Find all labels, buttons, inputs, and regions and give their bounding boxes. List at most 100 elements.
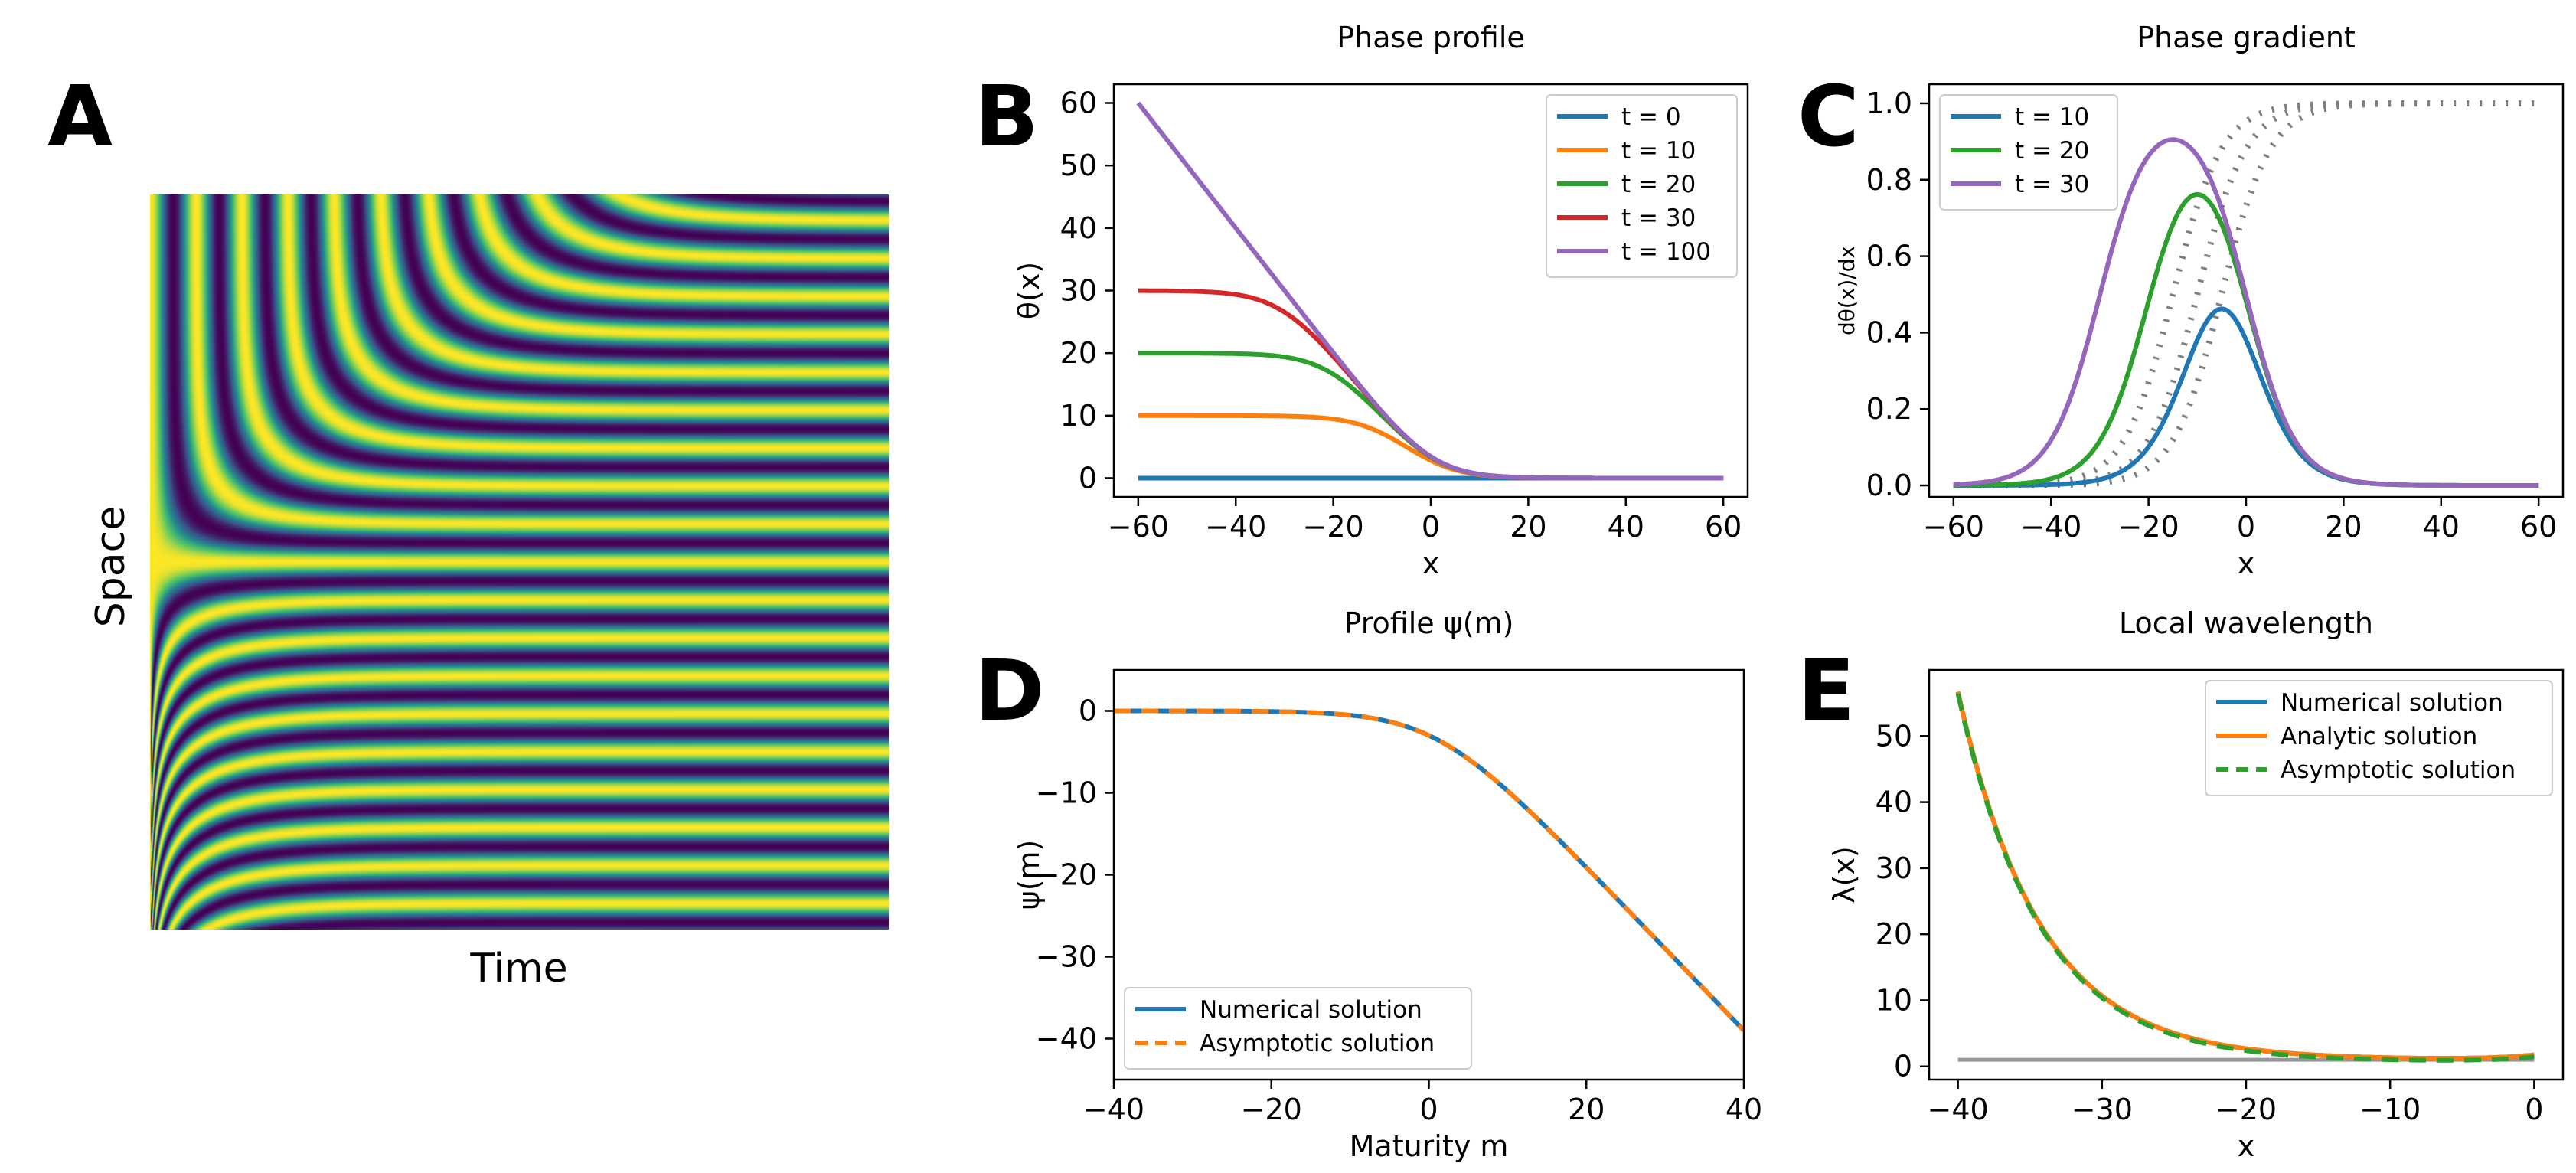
panel-a-ylabel: Space — [88, 506, 134, 627]
plot-area — [1951, 100, 2541, 488]
chart-title: Phase profile — [1337, 21, 1525, 54]
legend-box — [1124, 987, 1472, 1070]
legend-box — [1939, 94, 2118, 211]
series-line — [1114, 708, 1744, 1032]
y-tick-label: 10 — [1060, 399, 1097, 433]
x-tick-label: 20 — [2325, 510, 2362, 544]
panel-c: C Phase gradient −60 −40 −20 0 20 40 60 0.0 0.2 0.4… — [1797, 21, 2565, 580]
legend-label: t = 100 — [1621, 238, 1711, 266]
y-tick-label: 40 — [1876, 786, 1912, 819]
y-tick-label: 30 — [1876, 851, 1912, 885]
x-tick-label: −30 — [2072, 1093, 2133, 1126]
y-tick-label: 30 — [1060, 274, 1097, 308]
legend-label: t = 10 — [2015, 103, 2089, 131]
x-axis-label: Maturity m — [1350, 1129, 1509, 1163]
x-tick-label: −60 — [1108, 510, 1169, 544]
chart-panels: B Phase profile −60 −40 −20 0 20 40 60 0 10 20 30 40 5… — [975, 21, 2565, 1163]
axes-frame — [1112, 668, 1745, 1081]
x-tick-label: 0 — [1422, 510, 1440, 544]
y-axis-label: θ(x) — [1012, 262, 1046, 319]
y-tick-label: 0.2 — [1866, 392, 1912, 426]
series-line — [1952, 137, 2540, 488]
panel-letter-b: B — [975, 67, 1039, 165]
legend-label: Asymptotic solution — [2281, 756, 2516, 784]
x-tick-label: −60 — [1923, 510, 1984, 544]
legend-label: Numerical solution — [2281, 689, 2503, 717]
y-tick-label: 10 — [1876, 983, 1912, 1017]
y-tick-label: 40 — [1060, 211, 1097, 245]
y-tick-label: 50 — [1876, 719, 1912, 753]
y-tick-label: 50 — [1060, 149, 1097, 182]
y-tick-label: 0.8 — [1866, 163, 1912, 197]
x-axis-label: x — [2238, 547, 2255, 580]
y-tick-label: 0.6 — [1866, 240, 1912, 273]
series-line — [1137, 413, 1725, 481]
x-tick-label: −20 — [2118, 510, 2179, 544]
chart-title: Phase gradient — [2137, 21, 2356, 54]
y-tick-label: 0 — [1079, 694, 1097, 728]
y-tick-label: −30 — [1036, 940, 1097, 974]
y-tick-label: −40 — [1036, 1022, 1097, 1056]
legend-label: t = 20 — [1621, 171, 1696, 198]
legend-box — [1546, 94, 1738, 278]
x-tick-label: −20 — [1241, 1093, 1302, 1126]
y-tick-label: −10 — [1036, 776, 1097, 810]
legend-label: t = 10 — [1621, 137, 1696, 165]
space-time-heatmap — [150, 194, 889, 930]
axes-frame — [1112, 83, 1749, 498]
chart-title: Profile ψ(m) — [1344, 606, 1514, 640]
x-tick-label: −20 — [1303, 510, 1364, 544]
legend: Numerical solution Analytic solution Asymp… — [2205, 680, 2553, 796]
chart-title: Local wavelength — [2119, 606, 2373, 640]
y-tick-label: 0 — [1079, 462, 1097, 495]
y-axis-label: λ(x) — [1827, 846, 1861, 903]
x-axis-label: x — [2238, 1129, 2255, 1163]
legend-label: Asymptotic solution — [1200, 1030, 1435, 1057]
y-tick-label: 0 — [1894, 1050, 1912, 1083]
series-line — [1955, 693, 2535, 1063]
x-axis-label: x — [1422, 547, 1440, 580]
panel-b: B Phase profile −60 −40 −20 0 20 40 60 0 10 20 30 40 5… — [975, 21, 1749, 580]
x-tick-label: 60 — [1705, 510, 1742, 544]
y-tick-label: 0.4 — [1866, 315, 1912, 349]
x-tick-label: 0 — [1419, 1093, 1438, 1126]
y-tick-label: 1.0 — [1866, 87, 1912, 120]
legend: t = 0 t = 10 t = 20 t = 30 t = 100 — [1546, 94, 1738, 278]
panel-d: D Profile ψ(m) −40 −20 0 20 40 0 −10 −20 −30 −40 Mat… — [975, 606, 1762, 1163]
legend-label: t = 30 — [1621, 204, 1696, 232]
legend-label: Numerical solution — [1200, 996, 1422, 1024]
y-axis-label: dθ(x)/dx — [1834, 246, 1859, 335]
series-line — [1136, 101, 1725, 481]
x-tick-label: 40 — [1608, 510, 1644, 544]
x-tick-label: −40 — [2020, 510, 2081, 544]
plot-area — [1136, 101, 1725, 481]
x-tick-label: 0 — [2525, 1093, 2543, 1126]
series-line — [1114, 708, 1744, 1032]
x-tick-label: −40 — [1083, 1093, 1144, 1126]
panel-letter-c: C — [1797, 67, 1859, 165]
legend-label: t = 0 — [1621, 103, 1681, 131]
x-tick-label: 40 — [1725, 1093, 1762, 1126]
series-line — [1137, 288, 1725, 481]
x-tick-label: −40 — [1205, 510, 1266, 544]
x-tick-label: 0 — [2237, 510, 2255, 544]
reference-curve — [1951, 100, 2541, 488]
y-tick-label: −20 — [1036, 858, 1097, 892]
panel-e: E Local wavelength −40 −30 −20 −10 0 0 10 20 30 40 5… — [1797, 606, 2565, 1163]
y-tick-label: 20 — [1876, 917, 1912, 951]
x-tick-label: −40 — [1928, 1093, 1989, 1126]
x-tick-label: −20 — [2215, 1093, 2277, 1126]
panel-a-xlabel: Time — [469, 946, 567, 992]
panel-letter-a: A — [47, 67, 113, 165]
x-tick-label: −10 — [2359, 1093, 2421, 1126]
legend: t = 10 t = 20 t = 30 — [1939, 94, 2118, 211]
legend-label: Analytic solution — [2281, 723, 2477, 750]
y-tick-label: 20 — [1060, 336, 1097, 370]
panel-letter-d: D — [975, 642, 1044, 740]
plot-area — [1114, 708, 1744, 1032]
axes-frame — [1928, 83, 2565, 498]
x-tick-label: 60 — [2520, 510, 2557, 544]
x-tick-label: 20 — [1568, 1093, 1605, 1126]
legend-box — [2205, 680, 2553, 796]
